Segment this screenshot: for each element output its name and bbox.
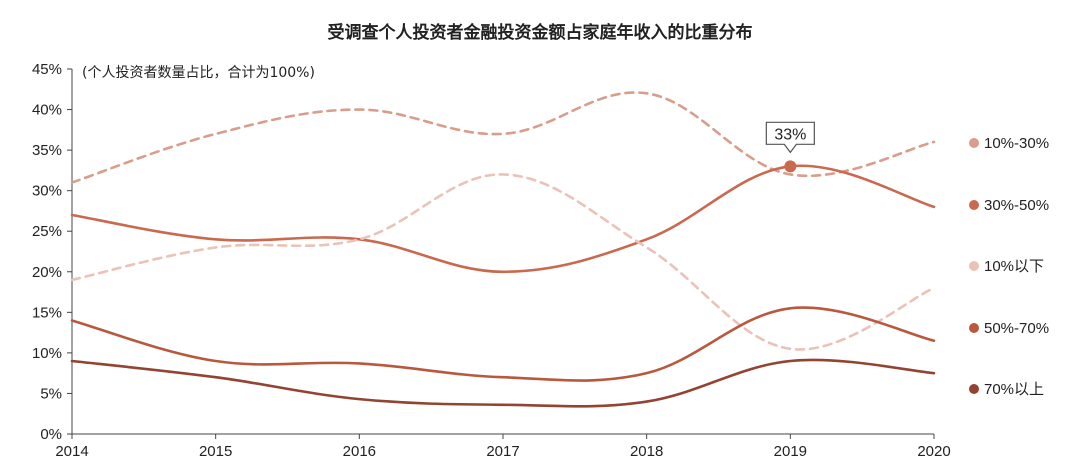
annotation-layer: 33% xyxy=(765,121,815,173)
legend-marker-2 xyxy=(969,200,979,210)
series-line-2 xyxy=(70,164,936,274)
annotation-point xyxy=(784,160,797,173)
legend-label-3: 10%以下 xyxy=(984,258,1044,275)
series-line-5 xyxy=(70,358,936,408)
y-tick-label: 15% xyxy=(32,304,62,321)
legend-marker-4 xyxy=(969,323,979,333)
legend-label-5: 70%以上 xyxy=(984,381,1044,398)
x-tick-label: 2019 xyxy=(774,443,807,460)
y-tick-label: 45% xyxy=(32,61,62,78)
series-line-1 xyxy=(70,91,936,184)
legend-label-1: 10%-30% xyxy=(984,135,1049,152)
y-tick-label: 20% xyxy=(32,264,62,281)
series-line-4 xyxy=(70,306,936,382)
x-tick-label: 2016 xyxy=(343,443,376,460)
annotation-callout-box xyxy=(765,121,815,154)
annotation-label: 33% xyxy=(774,126,806,143)
x-tick-label: 2020 xyxy=(917,443,950,460)
chart-title: 受调查个人投资者金融投资金额占家庭年收入的比重分布 xyxy=(328,22,753,43)
y-tick-label: 5% xyxy=(40,385,62,402)
y-tick-label: 25% xyxy=(32,223,62,240)
x-tick-label: 2015 xyxy=(199,443,232,460)
y-tick-label: 0% xyxy=(40,426,62,443)
series-line-3 xyxy=(70,173,936,351)
legend-label-4: 50%-70% xyxy=(984,320,1049,337)
x-tick-label: 2017 xyxy=(486,443,519,460)
legend-marker-5 xyxy=(969,384,979,394)
chart-subtitle: (个人投资者数量占比，合计为100%) xyxy=(82,65,315,81)
legend-marker-3 xyxy=(969,261,979,271)
legend: 10%-30% 30%-50% 10%以下 50%-70% 70%以上 xyxy=(969,135,1049,398)
x-tick-label: 2014 xyxy=(55,443,88,460)
y-tick-label: 10% xyxy=(32,345,62,362)
axes: 0% 5% 10% 15% 20% 25% 30% 35% 40% 45% 2014 2015 2016… xyxy=(32,61,951,460)
x-tick-label: 2018 xyxy=(630,443,663,460)
y-tick-label: 40% xyxy=(32,102,62,119)
y-tick-label: 35% xyxy=(32,142,62,159)
legend-label-2: 30%-50% xyxy=(984,197,1049,214)
y-tick-label: 30% xyxy=(32,183,62,200)
legend-marker-1 xyxy=(969,138,979,148)
